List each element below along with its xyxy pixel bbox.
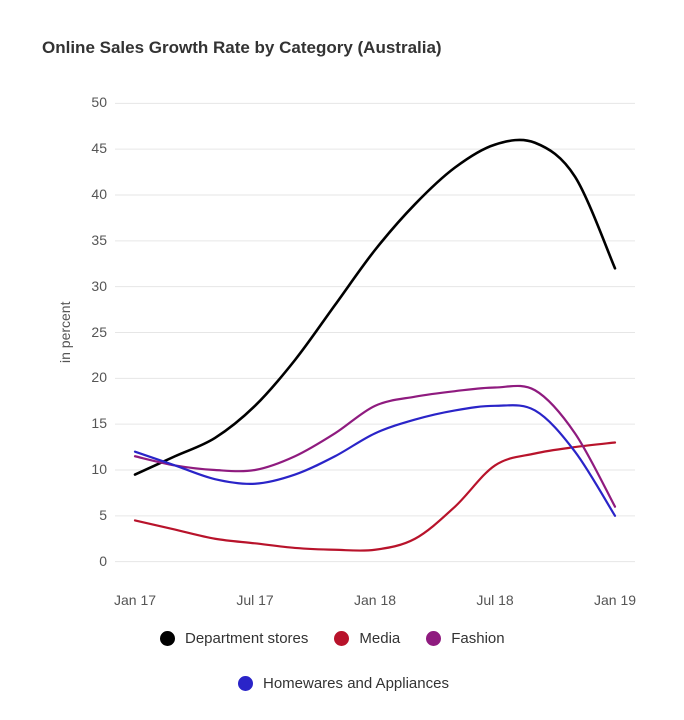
legend-item: Fashion [426,630,504,647]
legend-swatch [426,631,441,646]
legend-label: Fashion [451,630,504,647]
plot-area [0,0,684,720]
legend-item: Media [334,630,400,647]
legend-swatch [334,631,349,646]
legend-swatch [238,676,253,691]
legend-item: Homewares and Appliances [238,675,449,692]
legend-label: Department stores [185,630,308,647]
legend-label: Homewares and Appliances [263,675,449,692]
legend-row-1: Department stores Media Fashion [160,630,505,647]
legend-label: Media [359,630,400,647]
legend-row-2: Homewares and Appliances [238,675,449,692]
legend-item: Department stores [160,630,308,647]
series-line [135,443,615,551]
legend-swatch [160,631,175,646]
chart-container: Online Sales Growth Rate by Category (Au… [0,0,684,720]
series-line [135,405,615,516]
series-line [135,386,615,507]
